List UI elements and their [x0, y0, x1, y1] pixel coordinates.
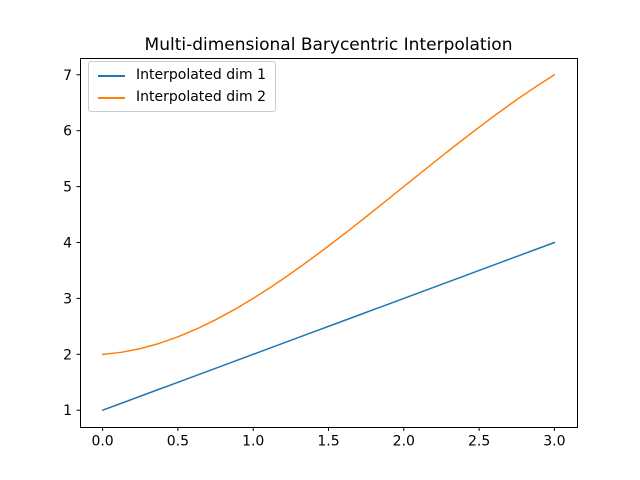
y-tick-label: 7	[63, 68, 72, 84]
x-tick-label: 1.5	[317, 434, 339, 450]
x-tick-label: 1.0	[242, 434, 264, 450]
legend-label-dim2: Interpolated dim 2	[136, 89, 266, 105]
line-dim1	[101, 241, 556, 411]
x-tick-label: 2.5	[468, 434, 490, 450]
line-dim2	[101, 74, 556, 356]
chart-title: Multi-dimensional Barycentric Interpolat…	[144, 35, 513, 55]
axes-frame	[80, 58, 578, 428]
x-tick-label: 0.0	[91, 434, 113, 450]
legend-line-sample-dim1	[98, 74, 125, 77]
x-tick-label: 0.5	[167, 434, 189, 450]
y-tick-label: 6	[63, 124, 72, 140]
y-tick-label: 1	[63, 403, 72, 419]
x-tick-label: 2.0	[393, 434, 415, 450]
y-tick-label: 4	[63, 236, 72, 252]
legend-item-dim2: Interpolated dim 2	[98, 89, 266, 106]
legend-line-sample-dim2	[98, 96, 125, 99]
y-tick-label: 2	[63, 347, 72, 363]
legend-label-dim1: Interpolated dim 1	[136, 67, 266, 83]
legend: Interpolated dim 1 Interpolated dim 2	[88, 61, 276, 112]
legend-item-dim1: Interpolated dim 1	[98, 67, 266, 84]
y-tick-label: 5	[63, 180, 72, 196]
y-tick-label: 3	[63, 291, 72, 307]
x-tick-label: 3.0	[543, 434, 565, 450]
